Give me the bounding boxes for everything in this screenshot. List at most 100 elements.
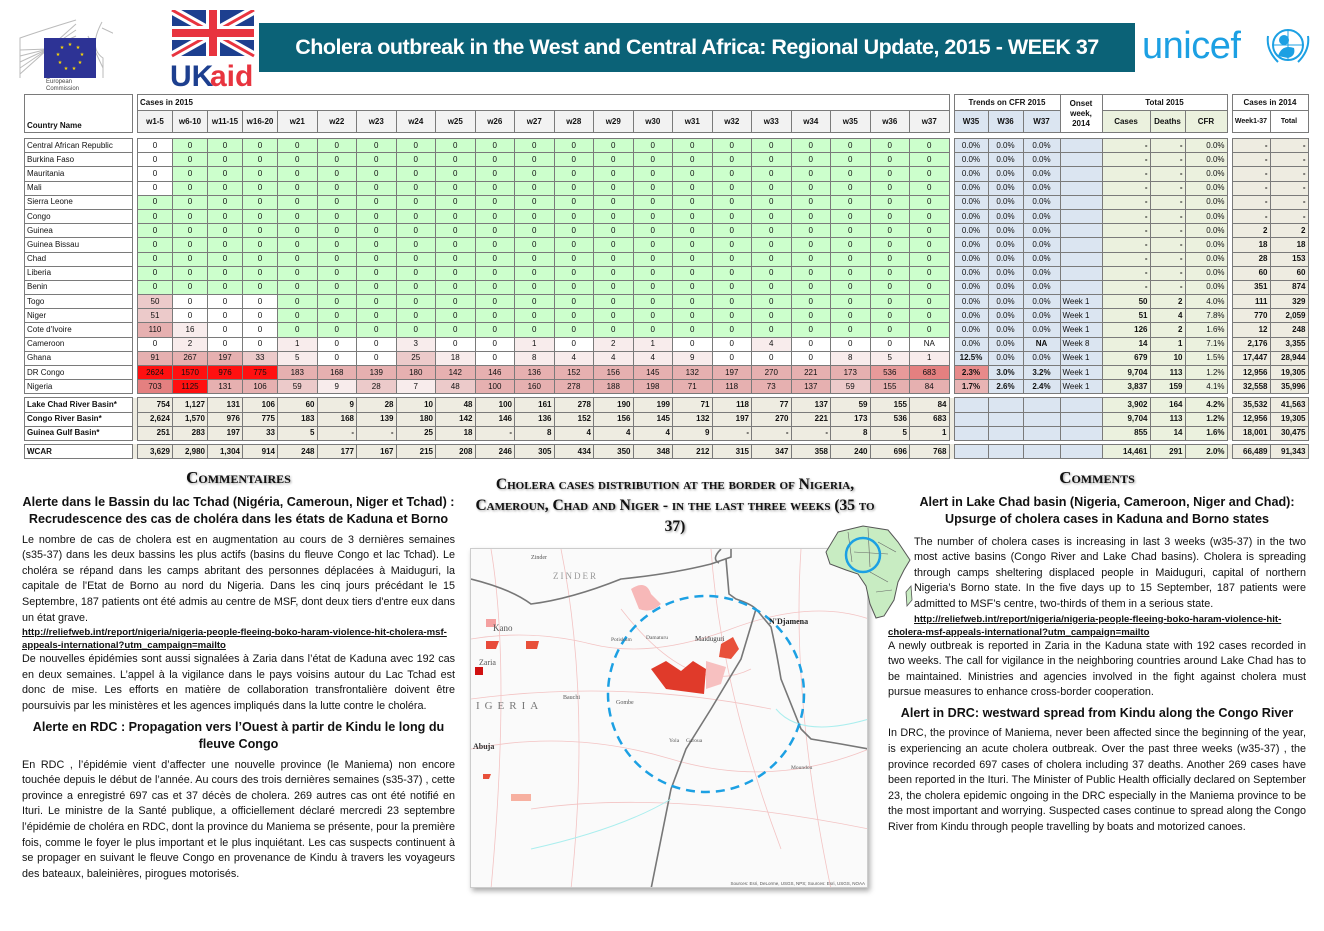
case-count-cell: 0: [830, 208, 871, 225]
week-header-w35: w35: [830, 110, 871, 133]
cfr-cell: 1.2%: [1184, 411, 1228, 427]
case-count-cell: 696: [869, 443, 910, 460]
svg-text:★: ★: [80, 52, 85, 58]
reliefweb-link-fr[interactable]: http://reliefweb.int/report/nigeria/nige…: [22, 627, 447, 652]
case-count-cell: 145: [632, 364, 673, 381]
table-row: Cote d'Ivoire 110 16 0 0 0 0 0 0 0 0 0 0 0 0 0 0 0 0 0 0 0 0.0…: [24, 322, 1309, 338]
case-count-cell: 0: [277, 137, 318, 154]
table-row: DR Congo 2624 1570 976 775 183 168 139 180 142 146…: [24, 364, 1309, 381]
total-cases-cell: 9,704: [1101, 364, 1151, 381]
spacer: [132, 412, 138, 427]
case-count-cell: 0: [277, 152, 318, 168]
country-name: Benin: [24, 279, 133, 296]
case-count-cell: 3,629: [137, 443, 173, 460]
case-count-cell: 16: [172, 322, 208, 338]
case-count-cell: 28: [356, 379, 397, 395]
spacer: [949, 94, 954, 111]
case-count-cell: 0: [909, 137, 950, 154]
total-header-deaths: Deaths: [1149, 110, 1186, 133]
case-count-cell: 0: [242, 265, 278, 281]
case-count-cell: 0: [790, 279, 831, 296]
case-count-cell: 0: [672, 194, 713, 210]
case-count-cell: 132: [672, 364, 713, 381]
case-count-cell: 0: [553, 223, 594, 239]
table-row: Central African Republic 0 0 0 0 0 0 0 0 0 0 0 0 0 0 0 0…: [24, 137, 1309, 154]
cfr-trend-cell: 0.0%: [987, 251, 1024, 267]
week-header-w11-15: w11-15: [207, 110, 243, 133]
total-deaths-cell: -: [1149, 194, 1186, 210]
lake-chad-paragraph-fr: Le nombre de cas de cholera est en augme…: [22, 533, 455, 624]
case-count-cell: 0: [869, 294, 910, 310]
case-count-cell: 142: [435, 411, 476, 427]
cfr-trend-cell: 0.0%: [987, 336, 1024, 352]
reliefweb-link-en[interactable]: http://reliefweb.int/report/nigeria/nige…: [888, 613, 1282, 638]
case-count-cell: 197: [207, 350, 243, 367]
case-count-cell: 0: [277, 265, 318, 281]
total-cases-cell: 3,902: [1101, 397, 1151, 413]
case-count-cell: 0: [909, 308, 950, 324]
case-count-cell: 0: [909, 251, 950, 267]
case-count-cell: 0: [751, 223, 792, 239]
case-count-cell: 139: [356, 364, 397, 381]
spacer: [1227, 308, 1232, 323]
spacer: [1227, 444, 1232, 459]
case-count-cell: 0: [435, 194, 476, 210]
case-count-cell: 0: [593, 237, 634, 253]
svg-text:UK: UK: [170, 60, 214, 88]
case-count-cell: 0: [137, 137, 173, 154]
case-count-cell: 59: [830, 397, 871, 413]
cfr-trend-cell: 0.0%: [987, 265, 1024, 281]
case-count-cell: 0: [435, 208, 476, 225]
week-header-w36: w36: [869, 110, 910, 133]
spacer: [132, 397, 138, 413]
case-count-cell: -: [316, 425, 357, 441]
case-count-cell: 278: [553, 379, 594, 395]
case-count-cell: 0: [316, 166, 357, 182]
case-count-cell: 0: [242, 336, 278, 352]
total-header-cfr: CFR: [1184, 110, 1228, 133]
case-count-cell: 2: [172, 336, 208, 352]
case-count-cell: 33: [242, 425, 278, 441]
total-deaths-cell: 159: [1149, 379, 1186, 395]
case-count-cell: 0: [242, 294, 278, 310]
cases-2014-total-cell: 60: [1269, 265, 1309, 281]
cfr-trend-cell: 0.0%: [1022, 251, 1061, 267]
map-label-abuja: Abuja: [473, 742, 494, 751]
case-count-cell: 0: [395, 137, 436, 154]
case-count-cell: 1: [909, 425, 950, 441]
case-count-cell: 0: [711, 322, 752, 338]
cfr-trend-cell: [953, 411, 989, 427]
case-count-cell: -: [751, 425, 792, 441]
case-count-cell: 18: [435, 350, 476, 367]
cases-2014-week1-37-cell: 2: [1231, 223, 1271, 239]
table-row: Benin 0 0 0 0 0 0 0 0 0 0 0 0 0 0 0 0 0 0 0 0 0 0.0% 0.0% 0.0% - -…: [24, 279, 1309, 296]
case-count-cell: 0: [790, 208, 831, 225]
week-header-w32: w32: [711, 110, 752, 133]
cfr-trend-cell: 0.0%: [953, 194, 989, 210]
case-count-cell: 0: [207, 279, 243, 296]
case-count-cell: 199: [632, 397, 673, 413]
case-count-cell: 0: [909, 180, 950, 196]
spacer: [1227, 337, 1232, 352]
case-count-cell: 146: [474, 364, 515, 381]
case-count-cell: 0: [751, 137, 792, 154]
spacer: [132, 308, 138, 323]
row-label: Guinea Gulf Basin*: [24, 425, 133, 441]
case-count-cell: 0: [395, 152, 436, 168]
spacer: [1227, 351, 1232, 366]
case-count-cell: 0: [909, 194, 950, 210]
case-count-cell: 0: [435, 336, 476, 352]
drc-alert-heading-fr: Alerte en RDC : Propagation vers l’Ouest…: [32, 719, 445, 752]
case-count-cell: 0: [751, 350, 792, 367]
case-count-cell: 0: [869, 152, 910, 168]
case-count-cell: 0: [514, 137, 555, 154]
basin-row: Guinea Gulf Basin* 251 283 197 33 5- -25 18-8 4 4…: [24, 425, 1309, 441]
case-count-cell: 0: [316, 265, 357, 281]
case-count-cell: 0: [553, 208, 594, 225]
cfr-trend-cell: 0.0%: [1022, 294, 1061, 310]
spacer: [949, 426, 954, 441]
total-cases-cell: 14: [1101, 336, 1151, 352]
cfr-trend-cell: 0.0%: [987, 223, 1024, 239]
cases-2014-total-cell: 153: [1269, 251, 1309, 267]
case-count-cell: 8: [830, 425, 871, 441]
